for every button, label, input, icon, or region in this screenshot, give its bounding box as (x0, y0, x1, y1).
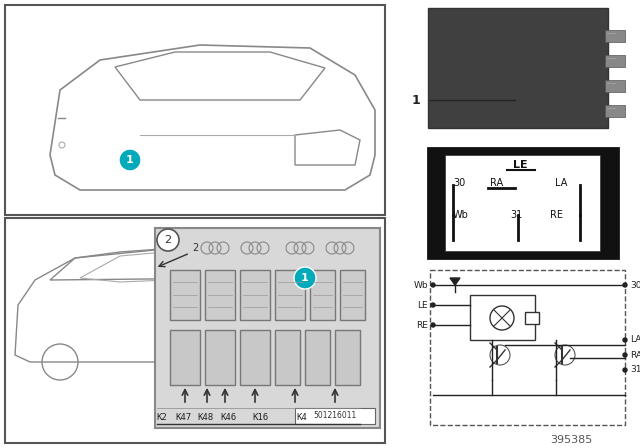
Text: RE: RE (416, 320, 428, 329)
Bar (295, 408, 375, 424)
Polygon shape (428, 168, 445, 188)
Circle shape (623, 353, 627, 357)
Text: K2: K2 (157, 414, 168, 422)
Bar (155, 228, 380, 428)
Text: 501216011: 501216011 (314, 412, 356, 421)
Bar (205, 270, 235, 320)
Bar (335, 330, 360, 385)
Bar (470, 295, 535, 340)
Text: LE: LE (513, 160, 527, 170)
Text: 31: 31 (630, 366, 640, 375)
Circle shape (186, 239, 204, 257)
Text: RA: RA (630, 350, 640, 359)
Bar (445, 155, 600, 251)
Polygon shape (601, 168, 618, 188)
Text: RE: RE (550, 210, 563, 220)
Bar (605, 55, 625, 67)
Text: 1: 1 (301, 273, 309, 283)
Text: RA: RA (490, 178, 503, 188)
Bar (170, 270, 200, 320)
Bar (428, 8, 608, 128)
Text: 395385: 395385 (550, 435, 592, 445)
Text: Wb: Wb (453, 210, 469, 220)
Circle shape (623, 338, 627, 342)
Bar (205, 330, 235, 385)
Bar (428, 148, 618, 258)
Bar (310, 270, 335, 320)
Text: LA: LA (630, 336, 640, 345)
Bar (430, 270, 625, 425)
Text: 30: 30 (630, 280, 640, 289)
Bar (170, 330, 200, 385)
Text: K47: K47 (175, 414, 191, 422)
Circle shape (294, 267, 316, 289)
Text: LE: LE (417, 301, 428, 310)
Text: K48: K48 (197, 414, 213, 422)
Bar (240, 270, 270, 320)
Circle shape (431, 323, 435, 327)
Text: K4: K4 (296, 414, 307, 422)
Text: Wb: Wb (413, 280, 428, 289)
Text: 31: 31 (510, 210, 522, 220)
Bar (5, 218, 385, 443)
Text: 1: 1 (412, 94, 420, 107)
Text: 2: 2 (192, 243, 198, 253)
Bar (605, 105, 625, 117)
Bar (275, 330, 300, 385)
Bar (605, 30, 625, 42)
Bar (340, 270, 365, 320)
Bar (305, 330, 330, 385)
Circle shape (119, 149, 141, 171)
Bar (525, 312, 539, 324)
Circle shape (431, 283, 435, 287)
Circle shape (431, 303, 435, 307)
Circle shape (157, 229, 179, 251)
Circle shape (623, 283, 627, 287)
Text: K46: K46 (220, 414, 236, 422)
Circle shape (623, 368, 627, 372)
Text: 30: 30 (453, 178, 465, 188)
Text: LA: LA (555, 178, 568, 188)
Text: 2: 2 (164, 235, 172, 245)
Bar (5, 5, 385, 215)
Bar (240, 330, 270, 385)
Text: 1: 1 (126, 155, 134, 165)
Bar (275, 270, 305, 320)
Polygon shape (450, 278, 460, 285)
Bar (605, 80, 625, 92)
Text: K16: K16 (252, 414, 268, 422)
